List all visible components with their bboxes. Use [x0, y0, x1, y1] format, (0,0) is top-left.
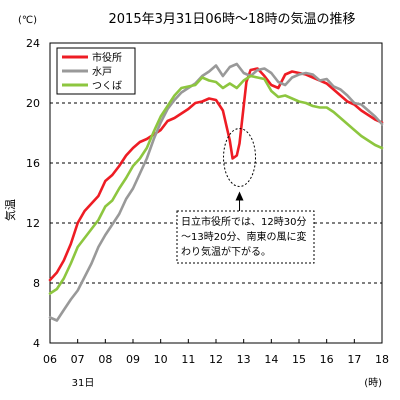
y-unit-label: (℃): [18, 15, 37, 26]
x-tick-label: 15: [292, 353, 306, 366]
x-tick-label: 14: [264, 353, 278, 366]
x-tick-label: 16: [320, 353, 334, 366]
annotation-arrowhead: [235, 191, 244, 201]
y-tick-label: 12: [26, 217, 40, 230]
x-tick-label: 18: [375, 353, 389, 366]
annotation-text-line: 日立市役所では、12時30分: [181, 215, 306, 228]
annotation-box: [176, 210, 315, 264]
y-tick-label: 4: [33, 337, 40, 350]
y-tick-label: 8: [33, 277, 40, 290]
x-tick-label: 09: [126, 353, 140, 366]
y-tick-label: 24: [26, 37, 40, 50]
series-line: [48, 74, 384, 295]
legend-label: 水戸: [92, 66, 112, 78]
grid-layer: [50, 102, 382, 284]
x-tick-label: 08: [98, 353, 112, 366]
x-tick-label: 17: [347, 353, 361, 366]
x-tick-label: 13: [237, 353, 251, 366]
x-tick-label: 11: [181, 353, 195, 366]
series-layer: [48, 62, 384, 322]
x-tick-label: 10: [154, 353, 168, 366]
series-line: [48, 67, 384, 282]
date-label: 31日: [72, 378, 95, 389]
annotation-text-line: わり気温が下がる。: [181, 245, 271, 258]
y-tick-label: 16: [26, 157, 40, 170]
legend-label: つくば: [92, 80, 122, 92]
legend-label: 市役所: [92, 51, 122, 64]
axis-layer: 4 8 12 16 20 24 06 07 08 09 10 11 12 13 14 15 16 17 18: [26, 37, 389, 366]
chart-title: 2015年3月31日06時～18時の気温の推移: [109, 11, 356, 27]
x-tick-label: 07: [71, 353, 85, 366]
annotation-text-line: ～13時20分、南東の風に変: [181, 230, 306, 243]
y-axis-label: 気温: [3, 199, 17, 221]
x-tick-label: 12: [209, 353, 223, 366]
series-line: [48, 62, 384, 322]
x-unit-label: (時): [364, 377, 382, 389]
highlight-ellipse: [223, 128, 257, 187]
x-tick-label: 06: [43, 353, 57, 366]
y-tick-label: 20: [26, 97, 40, 110]
